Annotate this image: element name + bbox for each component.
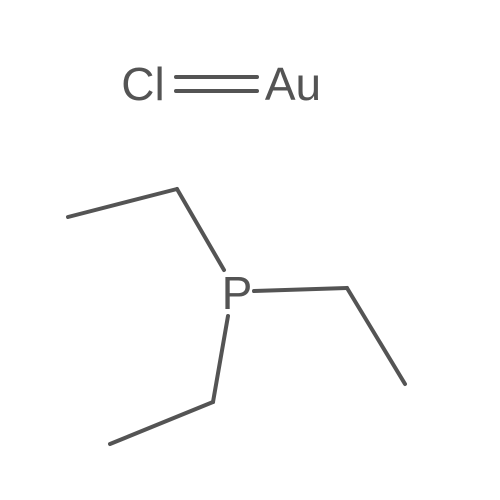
atom-label-au: Au bbox=[265, 57, 321, 111]
bond-line bbox=[213, 316, 228, 402]
atom-label-p: P bbox=[222, 266, 253, 320]
bond-line bbox=[254, 288, 347, 291]
chemical-structure-canvas: Cl Au P bbox=[0, 0, 500, 500]
bond-line bbox=[347, 288, 405, 384]
bond-line bbox=[68, 189, 177, 217]
bond-line bbox=[177, 189, 224, 270]
bond-line bbox=[110, 402, 213, 444]
atom-label-cl: Cl bbox=[121, 57, 164, 111]
bond-layer bbox=[0, 0, 500, 500]
